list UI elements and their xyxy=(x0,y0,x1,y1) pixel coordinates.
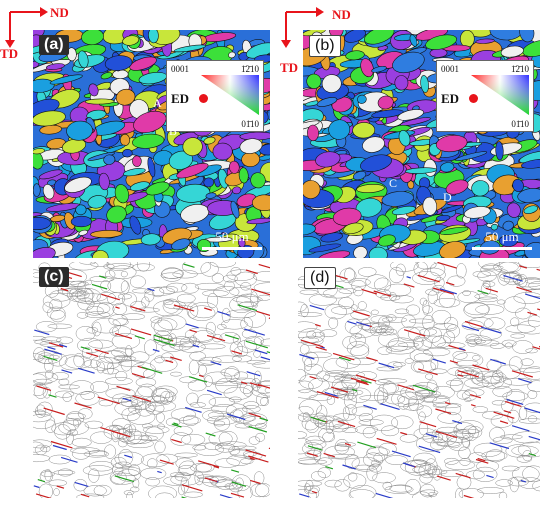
ed-marker-dot-a xyxy=(199,94,208,103)
panel-label-c: (c) xyxy=(39,267,69,287)
legend-1210-a: 1̄2̄10 xyxy=(241,64,259,74)
scale-line-a xyxy=(202,247,262,250)
ed-marker-dot-b xyxy=(469,94,478,103)
legend-1210-b: 1̄2̄10 xyxy=(511,64,529,74)
scale-label-a: 50 μm xyxy=(215,229,249,244)
scale-bar-a: 50 μm xyxy=(202,229,262,250)
legend-ed-b: ED xyxy=(441,91,460,106)
grain-boundary-map-d xyxy=(298,262,540,498)
point-d: D xyxy=(443,190,452,204)
td-label-left: TD xyxy=(0,46,19,61)
ipf-triangle-b xyxy=(471,75,529,115)
ipf-triangle-a xyxy=(201,75,259,115)
ipf-color-key-a: 0001 1̄2̄10 ED 01̄10 xyxy=(166,60,264,132)
axis-arrows-left xyxy=(5,7,48,48)
nd-label-right: ND xyxy=(332,7,351,22)
scale-label-b: 50 μm xyxy=(485,229,519,244)
point-c: C xyxy=(389,176,398,190)
ipf-grain-map-b xyxy=(303,30,540,258)
axis-arrows-right xyxy=(281,7,324,48)
legend-0001-b: 0001 xyxy=(441,64,459,74)
point-b: B xyxy=(169,124,178,138)
ipf-map-panel-a: (a) 0001 1̄2̄10 ED 01̄10 A B 50 μm xyxy=(33,30,270,258)
legend-0110-b: 01̄10 xyxy=(511,119,529,129)
legend-ed-a: ED xyxy=(171,91,190,106)
scale-bar-b: 50 μm xyxy=(472,229,532,250)
panel-label-b: (b) xyxy=(309,35,341,57)
boundary-map-panel-c: (c) xyxy=(33,262,270,498)
boundary-map-panel-d: (d) xyxy=(298,262,540,498)
td-label-right: TD xyxy=(280,60,299,75)
panel-label-d: (d) xyxy=(304,267,336,289)
panel-label-a: (a) xyxy=(39,35,69,55)
grain-boundary-map-c xyxy=(33,262,270,498)
legend-0110-a: 01̄10 xyxy=(241,119,259,129)
legend-0001-a: 0001 xyxy=(171,64,189,74)
ipf-map-panel-b: (b) 0001 1̄2̄10 ED 01̄10 C D 50 μm xyxy=(303,30,540,258)
ipf-color-key-b: 0001 1̄2̄10 ED 01̄10 xyxy=(436,60,534,132)
nd-label-left: ND xyxy=(50,5,69,20)
point-a: A xyxy=(153,96,162,110)
scale-line-b xyxy=(472,247,532,250)
